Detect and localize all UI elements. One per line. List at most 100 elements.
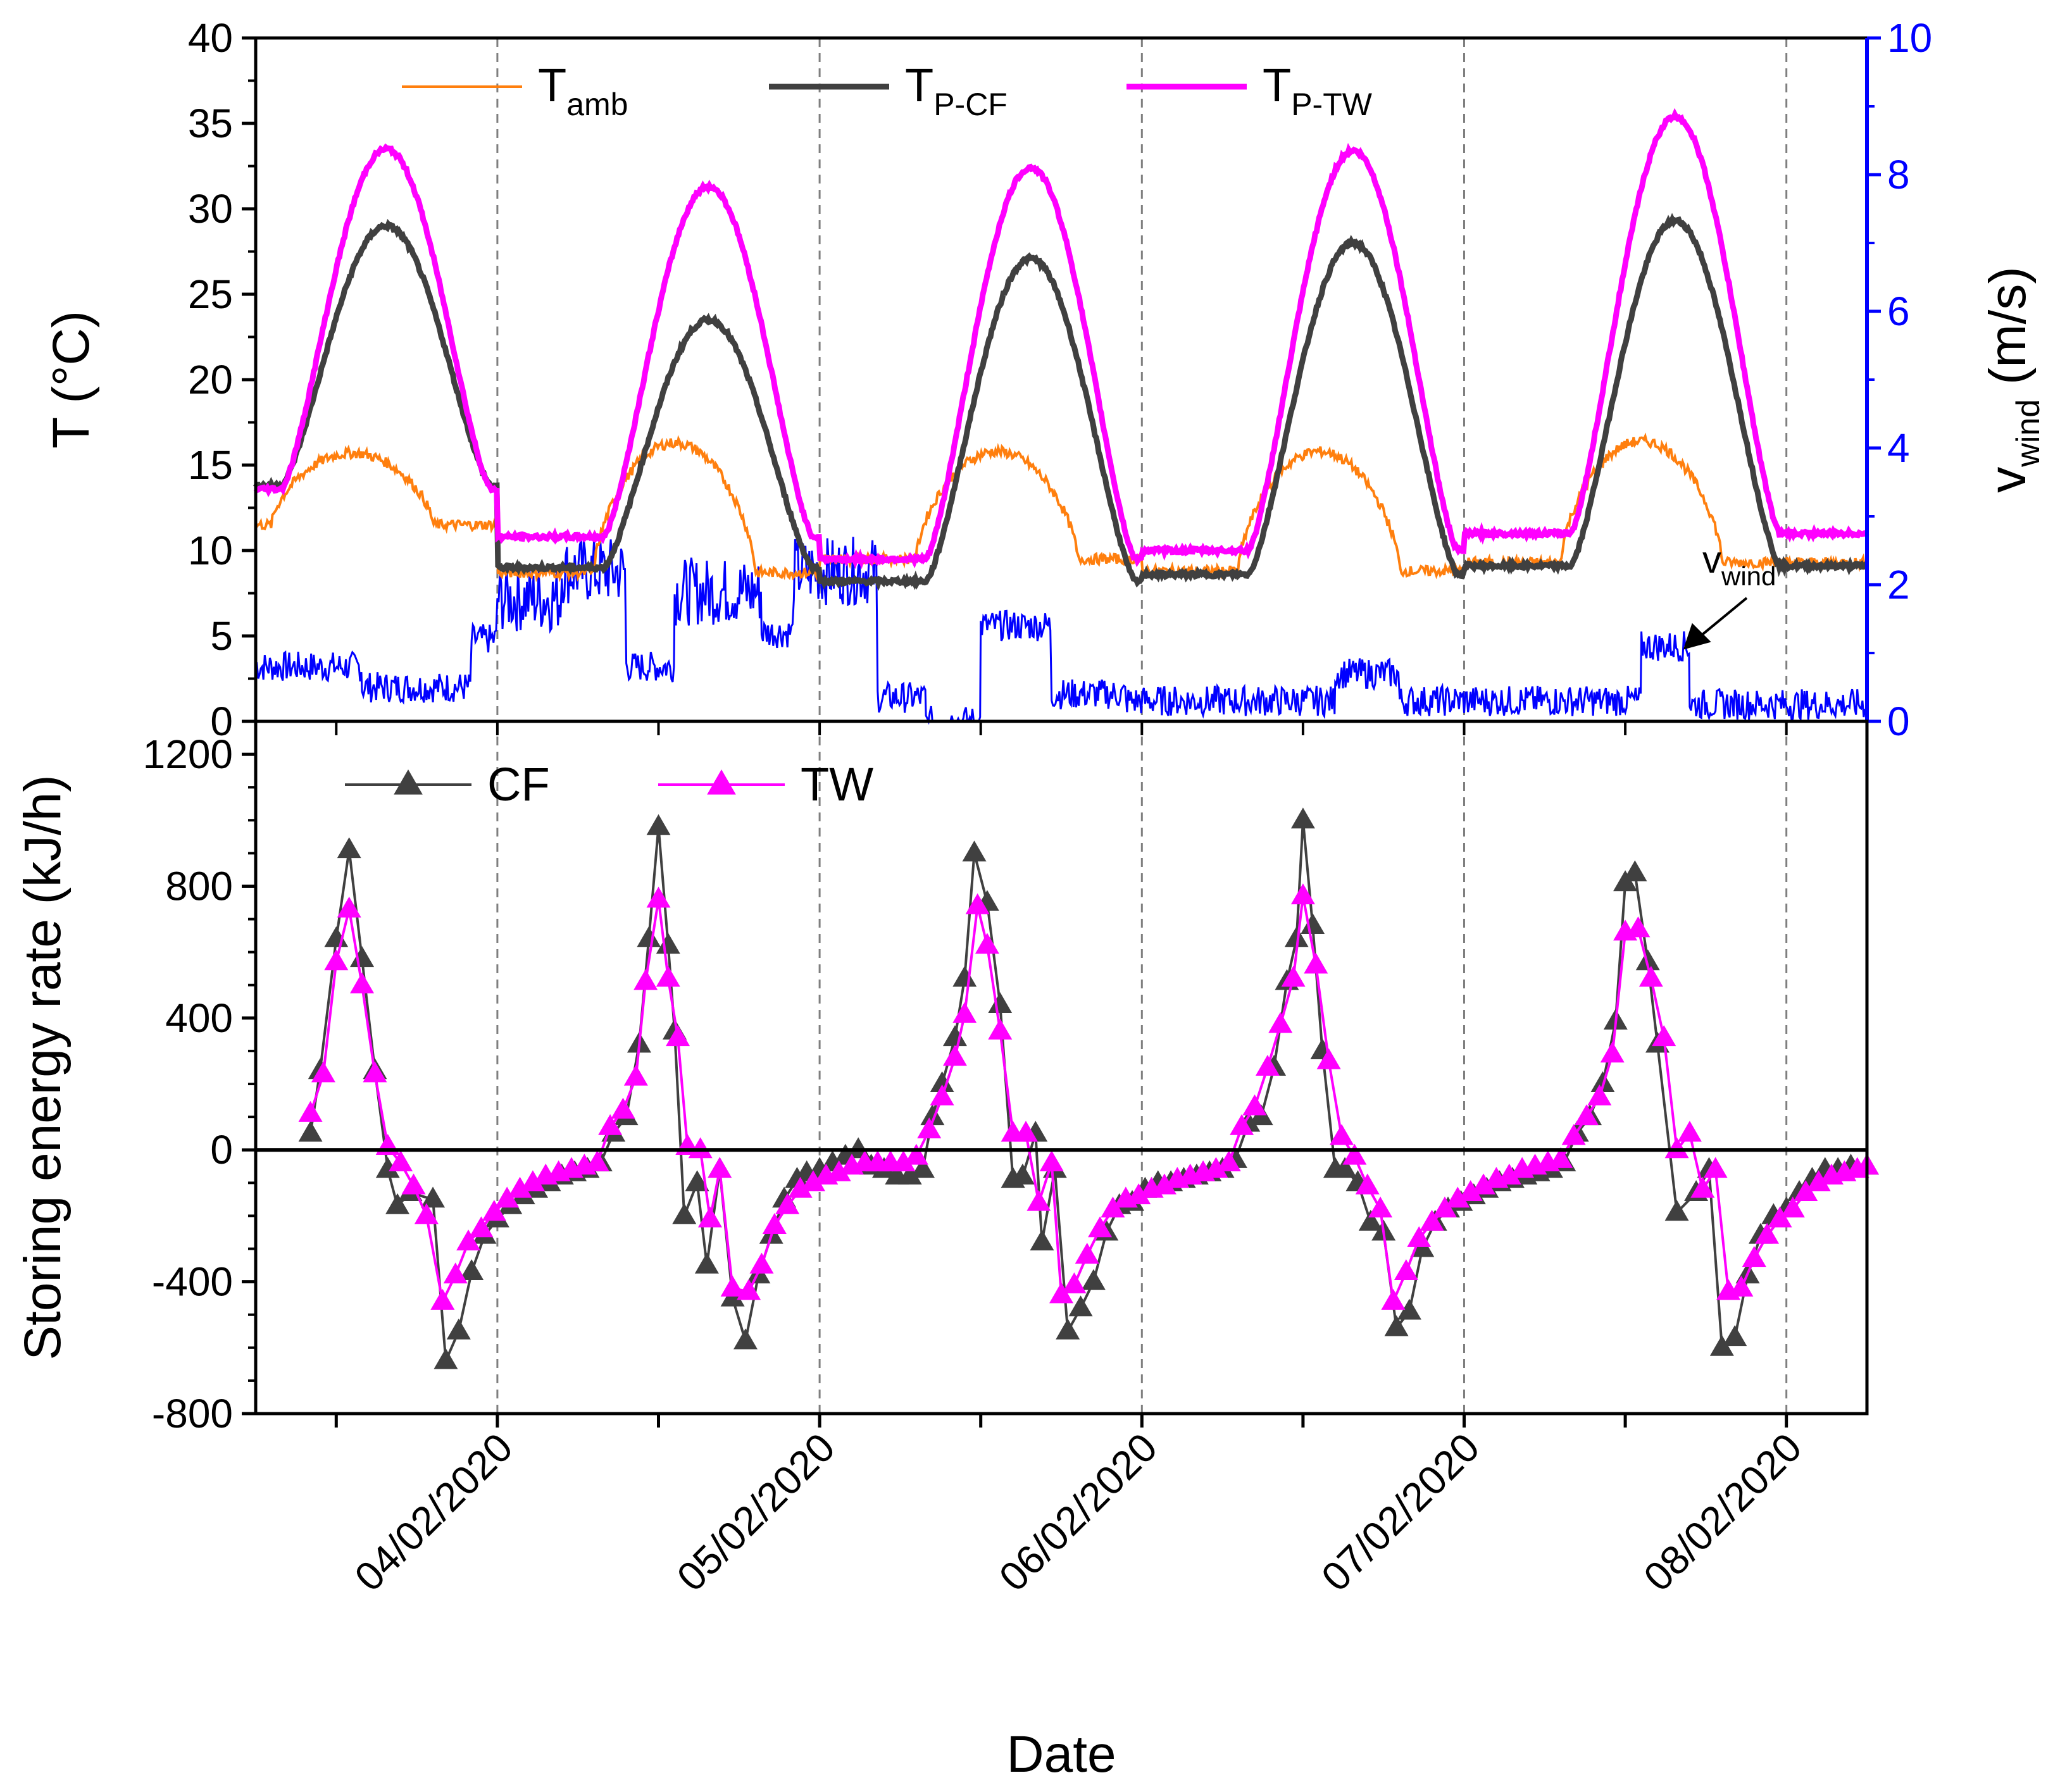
cf-marker <box>1635 949 1660 971</box>
cf-marker <box>1709 1335 1734 1356</box>
top-y2-tick-label: 6 <box>1887 289 1910 334</box>
top-y2-tick-label: 10 <box>1887 15 1932 61</box>
date-axis: 04/02/2020 05/02/2020 06/02/2020 07/02/2020… <box>334 721 1811 1783</box>
tw-marker <box>762 1213 787 1235</box>
cf-marker <box>942 1025 967 1047</box>
cf-marker <box>733 1328 758 1350</box>
tw-marker <box>363 1061 387 1083</box>
top-legend: Tamb TP-CF TP-TW <box>402 59 1373 122</box>
tw-marker <box>1281 966 1306 987</box>
cf-marker <box>1056 1318 1080 1340</box>
tw-marker <box>1677 1121 1702 1142</box>
bottom-y-tick-label: 1200 <box>143 731 233 777</box>
tw-marker <box>337 896 361 918</box>
tw-marker <box>401 1173 426 1195</box>
tw-marker <box>1255 1055 1280 1076</box>
tw-marker <box>1703 1157 1728 1178</box>
tw-marker <box>495 1186 520 1208</box>
wind-annotation-arrowhead <box>1683 623 1711 650</box>
tw-marker <box>1626 916 1651 938</box>
tw-marker <box>1381 1288 1406 1310</box>
tw-marker <box>1600 1042 1625 1063</box>
x-axis-title: Date <box>1006 1726 1116 1783</box>
cf-marker <box>434 1348 458 1369</box>
tw-marker <box>1342 1143 1367 1165</box>
legend-label-main: T <box>905 59 933 111</box>
tw-marker <box>414 1203 439 1224</box>
tw-marker <box>1242 1094 1267 1116</box>
cf-marker <box>298 1121 323 1142</box>
legend-label-sub: amb <box>566 87 628 122</box>
tw-marker <box>827 1160 851 1181</box>
tw-marker <box>482 1200 506 1221</box>
bottom-panel: -800 -400 0 400 800 1200 Storing energy rate (… <box>14 719 1879 1436</box>
bottom-plot-frame <box>254 719 1869 1416</box>
tw-marker <box>1075 1242 1099 1264</box>
tw-marker <box>708 1157 732 1178</box>
tw-marker <box>965 893 990 914</box>
tw-marker <box>1204 1157 1228 1178</box>
cf-marker <box>694 1252 719 1274</box>
cf-marker <box>672 1203 697 1224</box>
cf-marker <box>656 933 680 954</box>
tw-marker <box>1768 1206 1792 1228</box>
tw-marker <box>520 1170 545 1192</box>
top-y2-tick-label: 0 <box>1887 699 1910 744</box>
tw-marker <box>611 1097 635 1119</box>
legend-label-main: T <box>538 59 566 111</box>
tw-marker <box>688 1137 713 1159</box>
cf-marker <box>1664 1200 1689 1221</box>
legend-label-t-p-cf: TP-CF <box>905 59 1008 122</box>
tw-marker <box>1049 1282 1073 1304</box>
x-tick-label: 04/02/2020 <box>346 1424 521 1600</box>
bottom-y-tick-label: 800 <box>165 863 233 909</box>
tw-marker <box>697 1206 722 1228</box>
tw-marker <box>443 1262 468 1284</box>
tw-marker <box>633 969 658 990</box>
cf-marker <box>1358 1209 1383 1231</box>
tw-marker <box>1216 1150 1241 1172</box>
tw-marker <box>749 1252 774 1274</box>
tw-marker <box>456 1229 481 1251</box>
tw-marker <box>1458 1179 1483 1201</box>
tw-marker <box>1497 1163 1521 1185</box>
top-y-axis-title: T (°C) <box>42 311 100 449</box>
cf-marker <box>1623 860 1647 881</box>
tw-marker <box>942 1045 967 1066</box>
cf-marker <box>637 926 661 947</box>
tw-marker <box>1561 1124 1586 1145</box>
tw-marker <box>1445 1186 1470 1208</box>
bottom-y-tick-label: 0 <box>210 1127 233 1173</box>
cf-marker <box>988 992 1013 1014</box>
tw-marker <box>1126 1183 1151 1205</box>
cf-marker <box>1397 1298 1421 1320</box>
top-y-tick-label: 25 <box>188 271 233 317</box>
bottom-legend: CF TW <box>345 758 873 811</box>
top-y2-tick-label: 4 <box>1887 425 1910 471</box>
tw-marker <box>788 1176 813 1198</box>
tw-marker <box>1549 1147 1573 1168</box>
legend-marker-cf <box>394 769 423 795</box>
tw-marker <box>801 1170 825 1192</box>
tw-marker <box>1290 883 1315 905</box>
wind-annotation-label: vwind <box>1702 538 1776 591</box>
x-tick-label: 07/02/2020 <box>1313 1424 1488 1600</box>
tw-marker <box>311 1061 335 1083</box>
bottom-y-axis-title: Storing energy rate (kJ/h) <box>14 775 72 1360</box>
tw-marker <box>350 972 375 993</box>
cf-marker <box>337 837 361 859</box>
legend-label-main: T <box>1263 59 1291 111</box>
tw-marker <box>1368 1197 1393 1218</box>
tw-marker <box>598 1114 623 1135</box>
cf-marker <box>1723 1325 1747 1347</box>
legend-label-sub: P-TW <box>1291 87 1373 122</box>
cf-marker <box>962 840 987 862</box>
cf-marker <box>1290 807 1315 829</box>
tw-marker <box>1420 1209 1444 1231</box>
tw-marker <box>1268 1012 1293 1033</box>
tw-marker <box>1088 1216 1113 1238</box>
cf-marker <box>459 1259 484 1280</box>
tw-marker <box>1587 1084 1612 1105</box>
tw-marker <box>1101 1197 1125 1218</box>
